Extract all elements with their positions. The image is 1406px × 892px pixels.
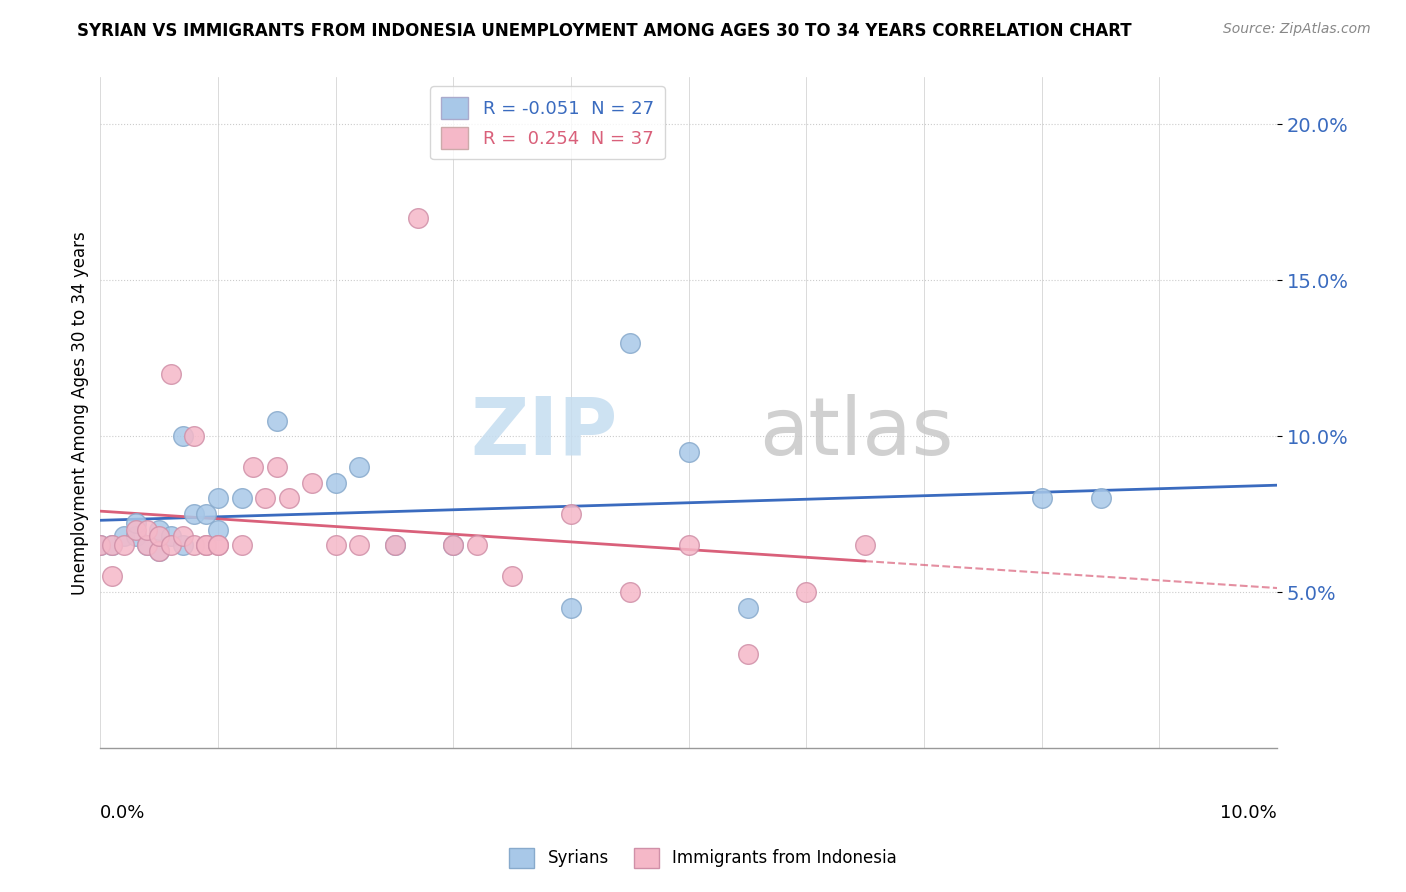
Point [183, 507, 205, 521]
Point [148, 523, 170, 537]
Y-axis label: Unemployment Among Ages 30 to 34 years: Unemployment Among Ages 30 to 34 years [72, 231, 89, 595]
Point [124, 523, 146, 537]
Text: atlas: atlas [759, 394, 953, 472]
Point [112, 529, 135, 543]
Point [148, 544, 170, 558]
Point [101, 569, 124, 583]
Point [172, 538, 194, 552]
Point [148, 529, 170, 543]
Point [853, 538, 876, 552]
Point [737, 648, 759, 662]
Point [183, 538, 205, 552]
Point [325, 475, 347, 490]
Text: SYRIAN VS IMMIGRANTS FROM INDONESIA UNEMPLOYMENT AMONG AGES 30 TO 34 YEARS CORRE: SYRIAN VS IMMIGRANTS FROM INDONESIA UNEM… [77, 22, 1132, 40]
Point [441, 538, 464, 552]
Point [89, 538, 111, 552]
Point [172, 529, 194, 543]
Point [560, 507, 582, 521]
Point [195, 538, 218, 552]
Point [124, 529, 146, 543]
Point [160, 538, 183, 552]
Point [183, 429, 205, 443]
Point [349, 538, 371, 552]
Point [195, 538, 218, 552]
Text: 10.0%: 10.0% [1220, 804, 1277, 822]
Point [136, 538, 159, 552]
Point [160, 529, 183, 543]
Point [678, 538, 700, 552]
Point [619, 585, 641, 599]
Point [266, 413, 288, 427]
Point [1090, 491, 1112, 506]
Point [89, 538, 111, 552]
Legend: R = -0.051  N = 27, R =  0.254  N = 37: R = -0.051 N = 27, R = 0.254 N = 37 [430, 87, 665, 160]
Point [148, 544, 170, 558]
Point [207, 538, 229, 552]
Point [796, 585, 818, 599]
Point [301, 475, 323, 490]
Point [254, 491, 277, 506]
Point [277, 491, 299, 506]
Point [242, 460, 264, 475]
Text: 0.0%: 0.0% [100, 804, 146, 822]
Point [560, 600, 582, 615]
Point [195, 507, 218, 521]
Point [501, 569, 523, 583]
Point [325, 538, 347, 552]
Point [207, 491, 229, 506]
Point [124, 516, 146, 531]
Point [231, 491, 253, 506]
Point [136, 538, 159, 552]
Point [406, 211, 429, 225]
Point [384, 538, 406, 552]
Point [678, 444, 700, 458]
Point [266, 460, 288, 475]
Point [619, 335, 641, 350]
Text: ZIP: ZIP [471, 394, 619, 472]
Text: Source: ZipAtlas.com: Source: ZipAtlas.com [1223, 22, 1371, 37]
Point [207, 538, 229, 552]
Point [101, 538, 124, 552]
Point [136, 523, 159, 537]
Point [737, 600, 759, 615]
Point [112, 538, 135, 552]
Point [172, 429, 194, 443]
Point [160, 367, 183, 381]
Point [231, 538, 253, 552]
Point [465, 538, 488, 552]
Point [349, 460, 371, 475]
Point [1031, 491, 1053, 506]
Point [441, 538, 464, 552]
Point [101, 538, 124, 552]
Point [207, 523, 229, 537]
Point [384, 538, 406, 552]
Legend: Syrians, Immigrants from Indonesia: Syrians, Immigrants from Indonesia [502, 841, 904, 875]
